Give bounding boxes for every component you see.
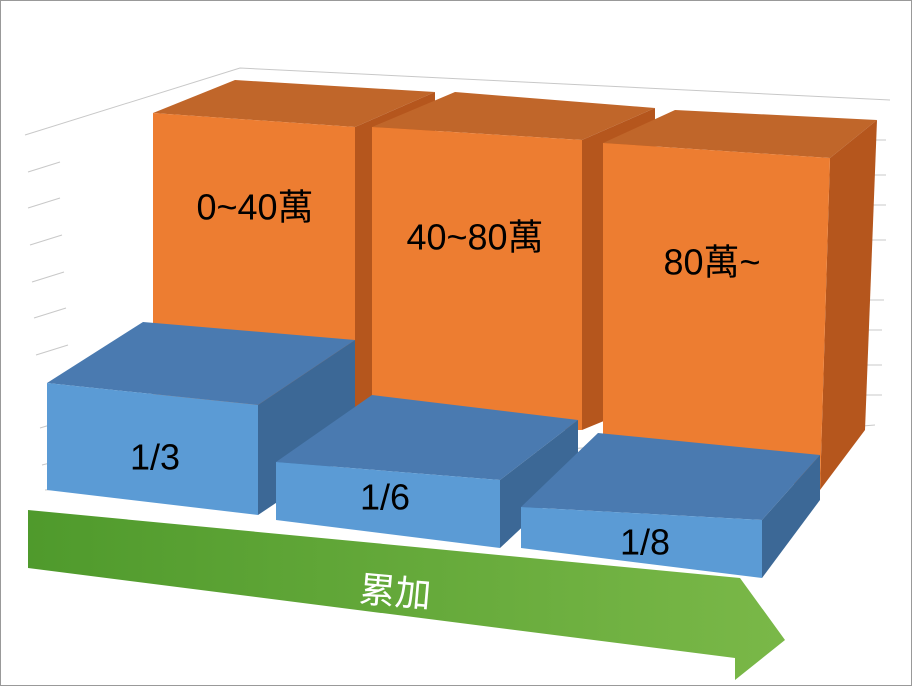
block-top-label: 80萬~ [663, 242, 760, 283]
arrow [28, 510, 785, 680]
arrow-label: 累加 [358, 568, 433, 615]
block-bottom-label: 1/8 [620, 522, 670, 563]
block-bottom-label: 1/3 [130, 437, 180, 478]
blue-blocks [47, 322, 820, 578]
block-bottom-label: 1/6 [360, 477, 410, 518]
block-top-label: 0~40萬 [196, 187, 313, 228]
orange-blocks [153, 80, 877, 490]
block-top-label: 40~80萬 [406, 217, 543, 258]
